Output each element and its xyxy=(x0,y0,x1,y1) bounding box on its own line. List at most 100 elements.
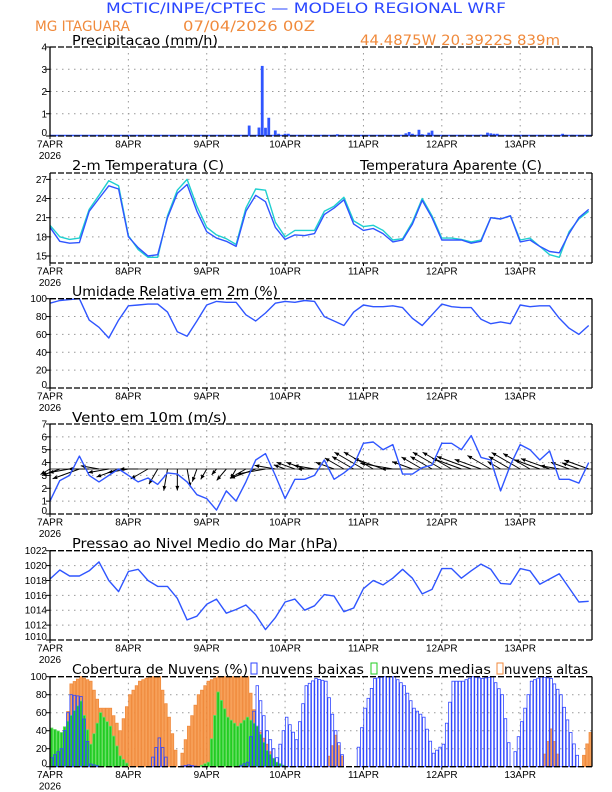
cloud-low-bar xyxy=(386,676,390,768)
x-year-label: 2026 xyxy=(39,151,62,162)
wind-arrow-head xyxy=(540,464,546,469)
wind-arrow-head xyxy=(230,474,236,479)
cloud-mid-bar xyxy=(108,725,113,768)
x-tick-label: 12APR xyxy=(426,267,458,278)
panel-3: 01 2 3 4 5 67 7APR 8APR 9APR 10APR 11APR 12APR 13APR… xyxy=(37,420,593,540)
cloud-low-bar xyxy=(523,707,527,768)
x-tick-label: 7APR xyxy=(37,140,63,151)
x-tick-label: 9APR xyxy=(194,392,220,403)
cloud-high-bar xyxy=(206,680,211,768)
wind-arrow xyxy=(491,452,521,470)
y-tick-label: 1014 xyxy=(25,606,48,617)
cloud-high-bar xyxy=(128,694,132,768)
cloud-low-bar xyxy=(435,749,439,768)
precip-bar xyxy=(267,117,271,136)
cloud-low-bar xyxy=(428,740,433,768)
cloud-low-bar xyxy=(516,736,521,768)
wind-arrow-head xyxy=(276,462,282,466)
x-year-label: 2026 xyxy=(39,278,62,289)
wind-arrow-head xyxy=(297,467,302,471)
x-tick-label: 10APR xyxy=(269,770,301,781)
cloud-mid-bar xyxy=(213,715,217,768)
cloud-low-bar xyxy=(542,676,547,768)
x-year-label: 2026 xyxy=(39,655,62,666)
cloud-low-bar xyxy=(291,731,295,768)
cloud-low-bar xyxy=(444,722,449,768)
cloud-low-bar xyxy=(513,751,517,768)
wind-arrow-head xyxy=(343,452,349,456)
wind-arrow-head xyxy=(192,476,196,482)
wind-arrow-head xyxy=(175,485,180,491)
wind-arrow-head xyxy=(467,455,473,460)
cloud-low-bar xyxy=(454,680,459,768)
y-tick-label: 100 xyxy=(30,672,47,683)
x-tick-label: 8APR xyxy=(115,267,141,278)
legend-mid-label: nuvens medias xyxy=(381,663,491,678)
cloud-low-bar xyxy=(317,679,322,768)
cloud-low-bar xyxy=(507,742,511,768)
wind-arrow xyxy=(412,451,443,470)
cloud-high-bar xyxy=(124,706,129,768)
x-tick-label: 11APR xyxy=(348,518,379,529)
wind-arrow-head xyxy=(381,467,386,471)
wind-arrow-head xyxy=(410,456,416,461)
cloud-low-bar xyxy=(294,739,299,768)
wind-arrow-head xyxy=(200,474,205,480)
x-tick-label: 9APR xyxy=(194,644,220,655)
x-tick-label: 11APR xyxy=(348,140,379,151)
cloud-low-bar xyxy=(484,677,488,768)
cloud-mid-bar xyxy=(236,725,240,768)
cloud-high-bar xyxy=(588,732,593,768)
wind-arrow xyxy=(454,458,482,470)
cloud-mid-bar xyxy=(118,755,122,768)
legend-high-label: nuvens altas xyxy=(504,663,588,678)
y-tick-label: 4 xyxy=(41,458,47,469)
apparent-temperature-line xyxy=(49,178,590,258)
y-tick-label: 40 xyxy=(36,726,48,737)
cloud-low-bar xyxy=(239,764,243,768)
x-tick-label: 9APR xyxy=(194,140,220,151)
cloud-mid-bar xyxy=(98,712,103,768)
cloud-low-bar xyxy=(569,732,573,768)
coords-label: 44.4875W 20.3922S 839m xyxy=(360,33,560,49)
cloud-high-bar xyxy=(582,754,586,768)
cloud-low-bar xyxy=(324,680,328,768)
cloud-low-bar xyxy=(493,682,498,768)
x-tick-label: 13APR xyxy=(504,518,536,529)
x-tick-label: 13APR xyxy=(504,644,536,655)
cloud-high-bar xyxy=(187,725,191,768)
main-title: MCTIC/INPE/CPTEC — MODELO REGIONAL WRF xyxy=(106,1,506,17)
cloud-high-bar xyxy=(196,694,201,768)
wind-arrow-head xyxy=(422,452,428,457)
cloud-low-bar xyxy=(474,676,478,768)
wind-arrow-head xyxy=(503,453,509,458)
cloud-low-bar xyxy=(376,677,380,768)
cloud-low-bar xyxy=(405,692,410,768)
x-tick-label: 8APR xyxy=(115,644,141,655)
y-tick-label: 15 xyxy=(36,251,48,262)
cloud-low-bar xyxy=(520,721,524,768)
y-tick-label: 7 xyxy=(41,420,47,431)
wind-arrow-head xyxy=(324,458,330,462)
wind-arrow-head xyxy=(286,462,292,466)
cloud-low-bar xyxy=(471,676,475,768)
x-tick-label: 10APR xyxy=(269,267,301,278)
cloud-high-bar xyxy=(173,749,178,768)
cloud-low-bar xyxy=(304,685,308,768)
y-tick-label: 80 xyxy=(36,690,48,701)
wind-arrow-head xyxy=(392,461,398,466)
wind-arrow xyxy=(436,456,472,470)
cloud-low-bar xyxy=(497,688,501,768)
cloud-low-bar xyxy=(314,678,318,768)
wind-arrow-head xyxy=(514,459,520,464)
wind-arrow-head xyxy=(520,458,526,462)
cloud-mid-bar xyxy=(229,719,233,768)
x-tick-label: 8APR xyxy=(115,518,141,529)
cloud-low-bar xyxy=(572,743,576,768)
cloud-low-bar xyxy=(79,696,83,768)
series-line xyxy=(49,183,590,257)
cloud-low-bar xyxy=(412,707,416,768)
y-tick-label: 1 xyxy=(41,497,47,508)
y-tick-label: 3 xyxy=(41,65,47,76)
cloud-low-bar xyxy=(366,697,371,768)
